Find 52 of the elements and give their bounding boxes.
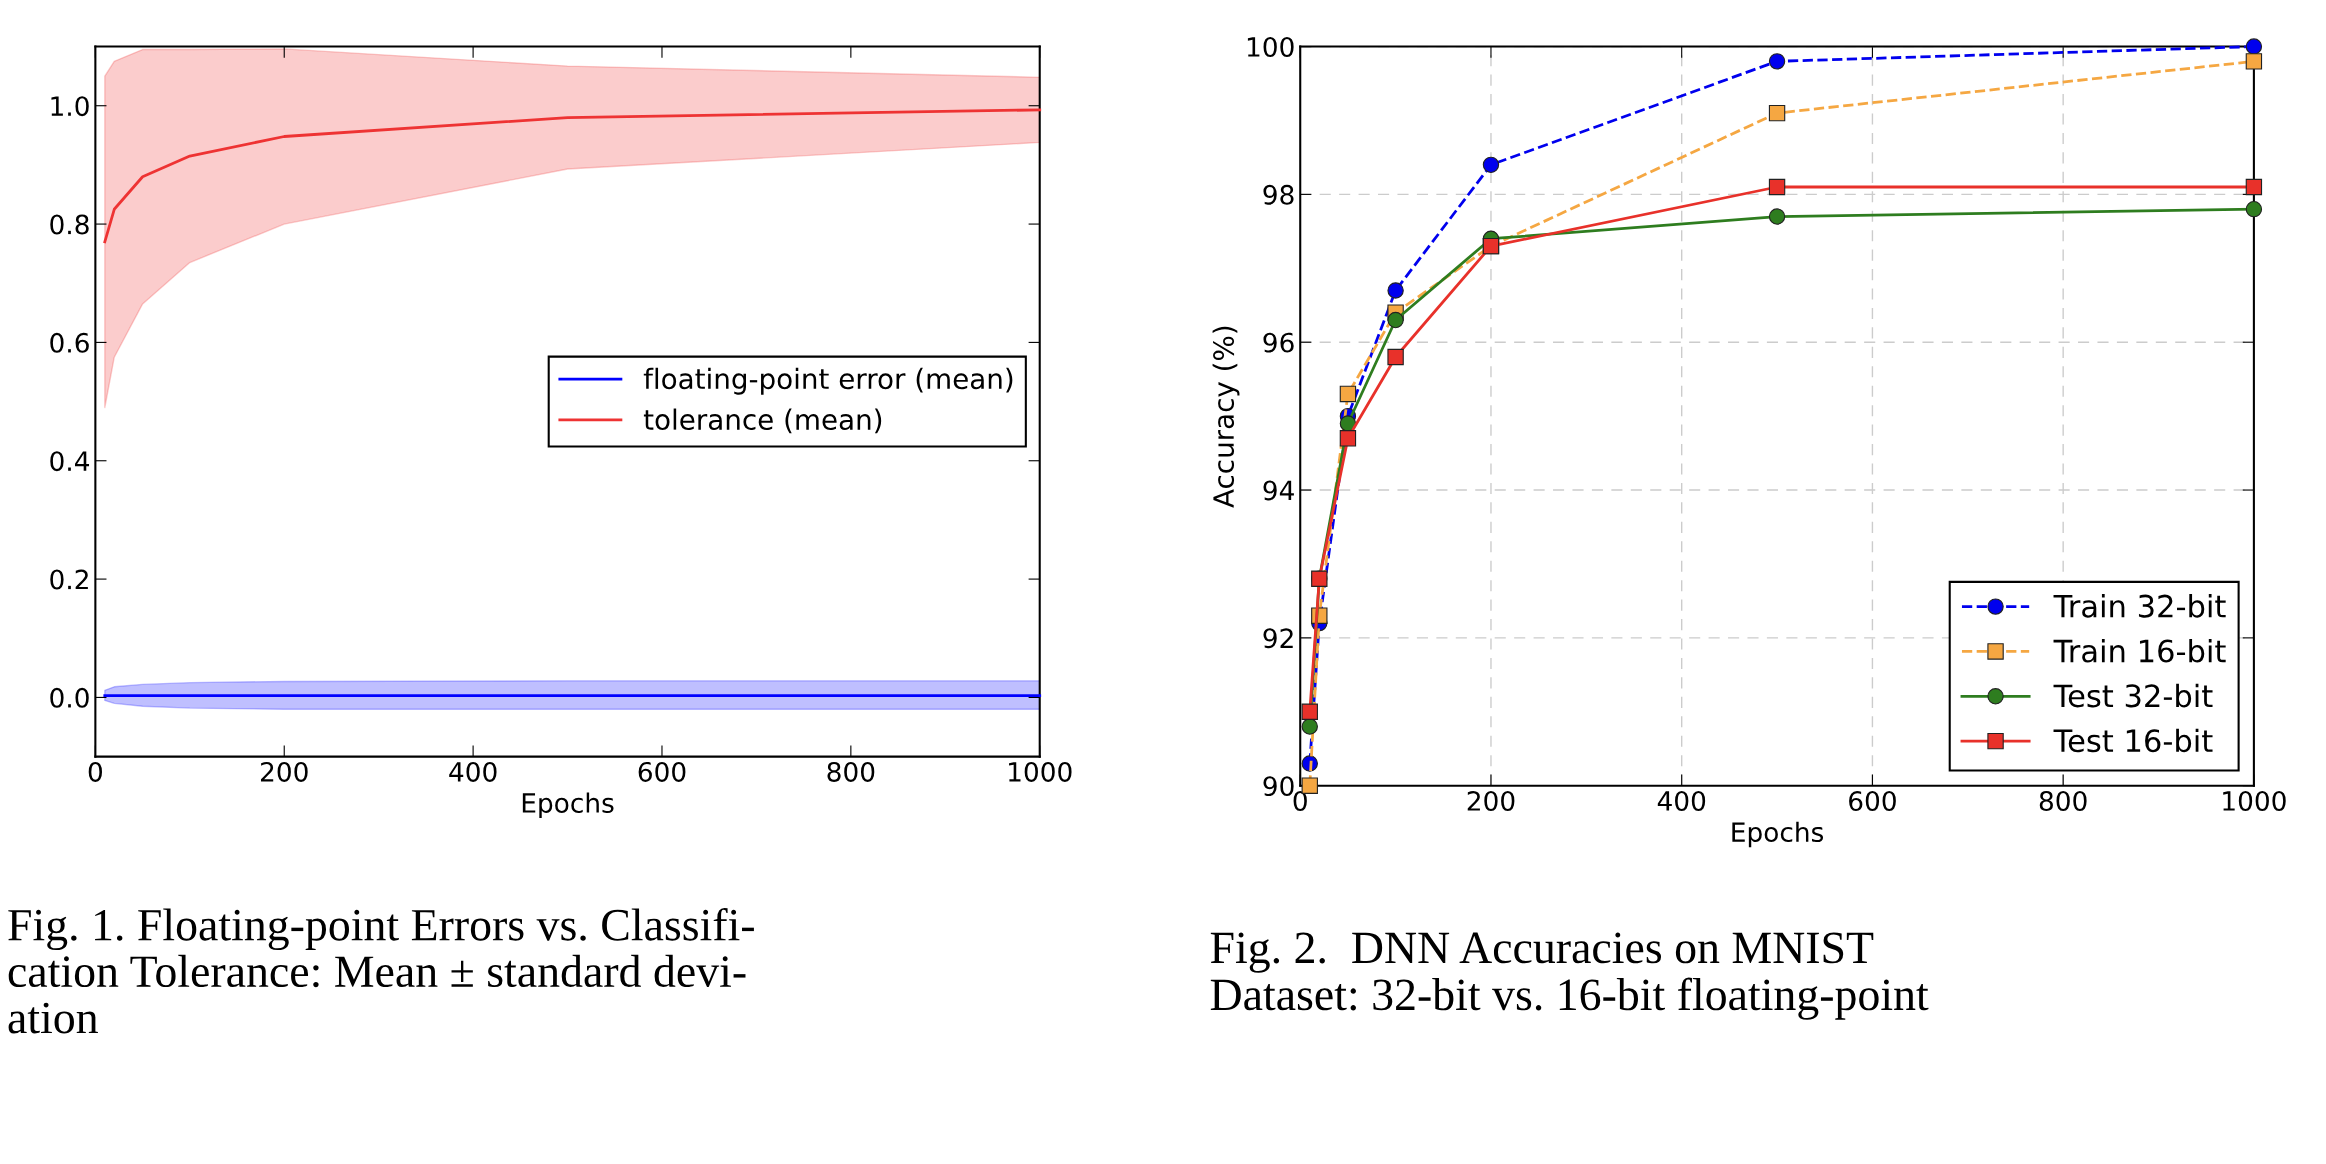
y-tick-label: 1.0 xyxy=(51,96,89,117)
point xyxy=(1768,178,1786,196)
line-series xyxy=(103,108,1042,244)
y-tick-label: 0.0 xyxy=(50,687,89,708)
y-tick-label: 0.2 xyxy=(50,569,88,590)
point xyxy=(1482,156,1500,174)
caption: Fig. 2. DNN Accuracies on MNIST Dataset: 32-bit vs. 16-bit floating-point xyxy=(1210,932,1929,1020)
legend-label: Test 16-bit xyxy=(2053,728,2213,753)
point xyxy=(1301,718,1318,735)
y-tick-label: 98 xyxy=(1263,184,1294,205)
point xyxy=(2245,38,2263,55)
caption: Fig. 1. Floating-point Errors vs. Classifi- cation Tolerance: Mean ± standard devi- ation xyxy=(8,907,754,1034)
y-tick-label: 0.6 xyxy=(50,332,89,353)
x-axis-title: Epochs xyxy=(1732,821,1824,848)
x-axis-title: Epochs xyxy=(522,792,614,819)
x-tick-label: 800 xyxy=(827,761,875,782)
legend-label: Train 32-bit xyxy=(2053,594,2226,618)
legend-label: tolerance (mean) xyxy=(643,408,882,434)
x-tick-label: 200 xyxy=(260,761,308,782)
legend-label: Train 16-bit xyxy=(2053,638,2226,663)
legend-label: floating-point error (mean) xyxy=(643,367,1013,395)
x-tick-label: 1000 xyxy=(2223,791,2286,811)
x-tick-label: 400 xyxy=(449,761,497,782)
point xyxy=(2245,178,2263,196)
y-axis-title: Accuracy (%) xyxy=(1212,326,1240,508)
point xyxy=(1301,703,1318,720)
x-tick-label: 0 xyxy=(1293,791,1307,811)
y-tick-label: 92 xyxy=(1263,628,1293,649)
x-tick-label: 800 xyxy=(2039,791,2087,811)
y-tick-label: 94 xyxy=(1263,480,1294,501)
x-tick-label: 0 xyxy=(88,761,103,782)
point xyxy=(1387,311,1404,329)
point xyxy=(1768,104,1786,122)
point xyxy=(1768,53,1786,70)
x-tick-label: 200 xyxy=(1467,791,1515,811)
point xyxy=(2245,53,2263,70)
point xyxy=(2245,200,2263,218)
point xyxy=(1387,282,1404,299)
y-tick-label: 100 xyxy=(1247,37,1294,57)
y-tick-label: 96 xyxy=(1263,332,1294,353)
point xyxy=(1387,348,1404,366)
point xyxy=(1339,385,1357,403)
y-tick-label: 0.4 xyxy=(50,451,90,472)
legend-label: Test 32-bit xyxy=(2053,683,2213,708)
point xyxy=(1339,430,1357,447)
x-tick-label: 600 xyxy=(1849,791,1896,811)
x-tick-label: 400 xyxy=(1657,791,1706,811)
point xyxy=(1768,208,1786,225)
x-tick-label: 600 xyxy=(638,761,686,782)
x-tick-label: 1000 xyxy=(1009,761,1072,782)
y-tick-label: 90 xyxy=(1263,776,1294,797)
y-tick-label: 0.8 xyxy=(50,214,89,235)
